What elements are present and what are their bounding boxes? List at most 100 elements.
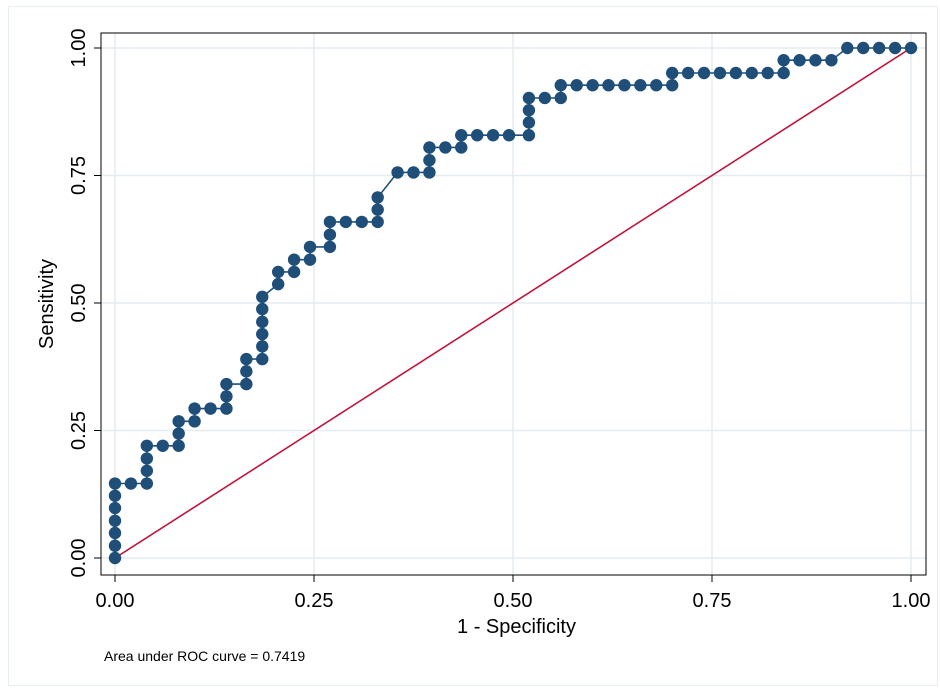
roc-point xyxy=(634,79,647,92)
roc-point xyxy=(872,41,886,55)
roc-point xyxy=(570,79,583,92)
roc-point xyxy=(108,551,122,565)
y-tick-label: 0.75 xyxy=(68,156,90,195)
roc-point xyxy=(522,129,536,142)
roc-point xyxy=(172,439,185,452)
roc-point xyxy=(140,477,154,490)
roc-point xyxy=(108,489,122,502)
roc-point xyxy=(825,54,838,67)
roc-point xyxy=(323,228,337,241)
roc-point xyxy=(522,104,536,117)
roc-point xyxy=(371,203,384,216)
roc-point xyxy=(287,253,301,266)
roc-point xyxy=(423,154,436,167)
roc-point xyxy=(355,215,368,229)
roc-point xyxy=(538,91,552,105)
roc-point xyxy=(554,91,567,105)
roc-point xyxy=(857,41,870,55)
y-tick-label: 0.00 xyxy=(68,539,90,578)
y-axis-label: Sensitivity xyxy=(36,259,58,349)
roc-point xyxy=(220,402,233,415)
roc-point xyxy=(240,365,253,378)
roc-point xyxy=(439,141,452,154)
roc-point xyxy=(554,79,567,92)
roc-point xyxy=(407,166,420,179)
roc-point xyxy=(455,129,468,142)
roc-point xyxy=(188,402,201,415)
roc-point xyxy=(761,66,774,80)
roc-point xyxy=(423,141,436,154)
reference-diagonal-line xyxy=(114,47,912,559)
x-tick-label: 0.75 xyxy=(693,590,732,612)
x-tick-label: 0.25 xyxy=(295,590,334,612)
auc-note: Area under ROC curve = 0.7419 xyxy=(104,648,306,664)
roc-point xyxy=(522,91,536,105)
y-tick-label: 0.25 xyxy=(68,411,90,450)
roc-point xyxy=(888,41,902,55)
roc-point xyxy=(256,352,269,366)
roc-point xyxy=(303,253,317,266)
roc-point xyxy=(486,129,500,142)
x-tick-label: 1.00 xyxy=(892,590,931,612)
roc-point xyxy=(371,191,384,204)
roc-point xyxy=(666,79,679,92)
chart-border xyxy=(8,6,938,686)
roc-point xyxy=(220,377,233,391)
roc-point xyxy=(697,66,711,80)
roc-point xyxy=(240,352,253,366)
roc-point xyxy=(140,452,154,465)
roc-point xyxy=(271,277,285,291)
grid-layer xyxy=(101,33,926,575)
roc-point xyxy=(124,477,138,490)
roc-point xyxy=(745,66,758,80)
roc-point xyxy=(455,141,468,154)
roc-point xyxy=(423,166,436,179)
roc-point xyxy=(220,390,233,403)
roc-point xyxy=(391,166,404,179)
roc-point xyxy=(108,526,122,540)
roc-point xyxy=(108,501,122,515)
x-tick-label: 0.00 xyxy=(96,590,135,612)
roc-point xyxy=(271,265,285,279)
roc-point xyxy=(256,302,269,316)
roc-point xyxy=(256,290,269,304)
x-tick-label: 0.50 xyxy=(494,590,533,612)
roc-point xyxy=(256,340,269,353)
roc-point xyxy=(602,79,615,92)
roc-point xyxy=(140,439,154,452)
roc-point xyxy=(729,66,743,80)
x-axis-label: 1 - Specificity xyxy=(457,616,576,638)
roc-point xyxy=(256,327,269,341)
roc-point xyxy=(108,477,122,490)
roc-point xyxy=(522,116,536,129)
roc-point xyxy=(841,41,854,55)
roc-point xyxy=(156,439,169,452)
roc-point xyxy=(470,129,484,142)
roc-point xyxy=(188,415,201,428)
roc-point xyxy=(666,66,679,80)
roc-point xyxy=(240,377,253,391)
roc-point xyxy=(323,240,337,254)
roc-point xyxy=(502,129,516,142)
roc-point xyxy=(904,41,918,55)
roc-curve-layer xyxy=(108,41,918,565)
roc-point xyxy=(172,427,185,440)
roc-point xyxy=(108,539,122,552)
roc-point xyxy=(777,66,790,80)
y-tick-label: 1.00 xyxy=(68,29,90,68)
roc-point xyxy=(108,514,122,527)
roc-point xyxy=(650,79,663,92)
ticks-layer: 0.00 0.25 0.50 0.75 1.00 0.00 0.25 0.50 0.75 1.00 xyxy=(68,29,930,612)
roc-point xyxy=(287,265,301,279)
roc-point xyxy=(793,54,806,67)
reference-line-layer xyxy=(114,47,912,559)
roc-point xyxy=(586,79,599,92)
roc-point xyxy=(256,315,269,329)
roc-point xyxy=(809,54,822,67)
roc-point xyxy=(339,215,353,229)
roc-point xyxy=(172,415,185,428)
y-tick-label: 0.50 xyxy=(68,284,90,323)
roc-point xyxy=(140,464,154,477)
